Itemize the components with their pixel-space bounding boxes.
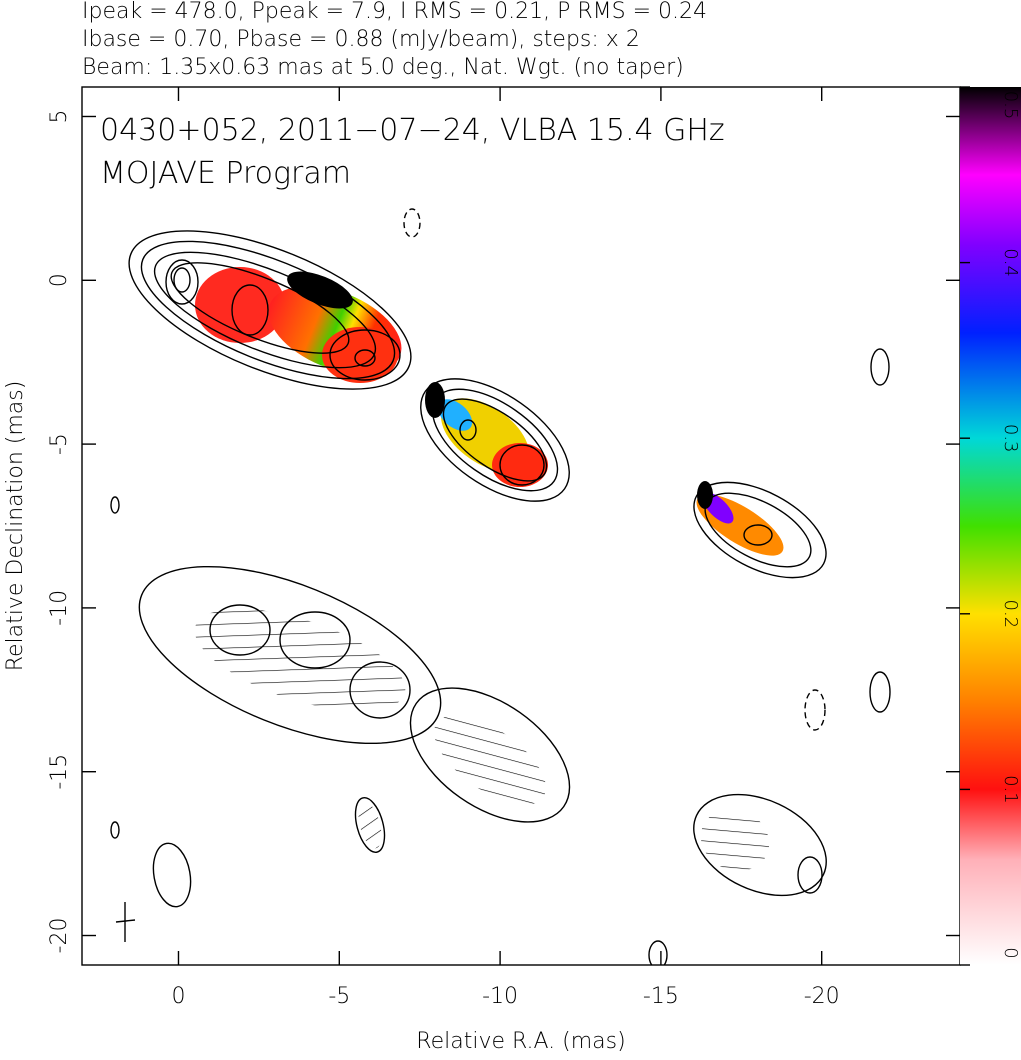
x-axis-label: Relative R.A. (mas) xyxy=(416,1029,625,1054)
pol-blob xyxy=(195,267,285,343)
pol-blob xyxy=(697,481,713,509)
colorbar-tick-label: 0.1 xyxy=(1000,775,1021,804)
contour xyxy=(743,524,773,546)
contours-p xyxy=(138,565,827,908)
contour xyxy=(704,492,812,568)
contour xyxy=(329,329,401,381)
x-tick-label: -20 xyxy=(804,984,840,1009)
contour xyxy=(499,444,545,486)
x-tick-label: 0 xyxy=(171,984,185,1009)
header-line: Ibase = 0.70, Pbase = 0.88 (mJy/beam), s… xyxy=(82,27,640,52)
contour xyxy=(431,388,559,492)
pol-blob xyxy=(437,399,473,431)
x-tick-label: -15 xyxy=(643,984,679,1009)
y-axis-label: Relative Declination (mas) xyxy=(3,381,28,672)
contour xyxy=(420,378,570,502)
contour xyxy=(804,689,826,731)
contour xyxy=(173,267,191,293)
colorbar-tick-label: 0.3 xyxy=(1000,424,1021,453)
x-tick-label: -5 xyxy=(328,984,350,1009)
contour xyxy=(349,661,411,719)
contour xyxy=(409,687,571,823)
contour xyxy=(152,842,192,908)
y-tick-label: -15 xyxy=(47,754,72,790)
contour xyxy=(209,604,271,656)
y-tick-label: 0 xyxy=(47,273,72,287)
contour xyxy=(231,284,269,336)
contour xyxy=(128,230,412,390)
contours-i xyxy=(110,208,891,965)
pol-vectors xyxy=(194,608,406,712)
header-line: Ipeak = 478.0, Ppeak = 7.9, I RMS = 0.21… xyxy=(82,0,707,24)
contour xyxy=(459,419,477,441)
contour xyxy=(140,240,396,380)
colorbar-tick-label: 0 xyxy=(1000,947,1021,958)
y-tick-label: 5 xyxy=(47,109,72,123)
contour xyxy=(442,398,548,482)
contour xyxy=(165,259,199,305)
contour xyxy=(403,208,421,238)
x-tick-label: -10 xyxy=(482,984,518,1009)
plot-subtitle: MOJAVE Program xyxy=(100,156,351,191)
contour xyxy=(870,348,890,386)
contour xyxy=(693,481,827,579)
plot-title: 0430+052, 2011−07−24, VLBA 15.4 GHz xyxy=(100,113,725,148)
pol-blob xyxy=(322,327,398,383)
contour xyxy=(354,797,386,853)
pol-blob xyxy=(287,271,353,309)
map: 0430+052, 2011−07−24, VLBA 15.4 GHz MOJA… xyxy=(100,113,891,965)
contour xyxy=(110,496,120,514)
contour xyxy=(869,671,891,713)
beam-minor xyxy=(115,919,136,923)
contour xyxy=(279,611,351,669)
contour xyxy=(170,262,350,354)
header-line: Beam: 1.35x0.63 mas at 5.0 deg., Nat. Wg… xyxy=(82,55,684,80)
y-tick-label: -10 xyxy=(47,590,72,626)
plot-frame xyxy=(81,86,961,966)
contour xyxy=(138,565,442,745)
colorbar-tick-label: 0.2 xyxy=(1000,599,1021,628)
pol-vectors xyxy=(434,715,546,805)
colorbar-tick-label: 0.5 xyxy=(1000,91,1021,120)
contour xyxy=(693,793,827,897)
contour xyxy=(354,349,376,367)
y-tick-label: -5 xyxy=(47,433,72,455)
pol-vectors xyxy=(358,801,382,849)
contour xyxy=(797,856,823,894)
colorbar xyxy=(960,87,1021,965)
polarization-color xyxy=(195,267,784,556)
beam xyxy=(115,902,136,942)
contour xyxy=(648,940,668,965)
contour xyxy=(110,821,120,839)
pol-vectors xyxy=(700,809,770,871)
y-tick-label: -20 xyxy=(47,918,72,954)
colorbar-tick-label: 0.4 xyxy=(1000,248,1021,277)
